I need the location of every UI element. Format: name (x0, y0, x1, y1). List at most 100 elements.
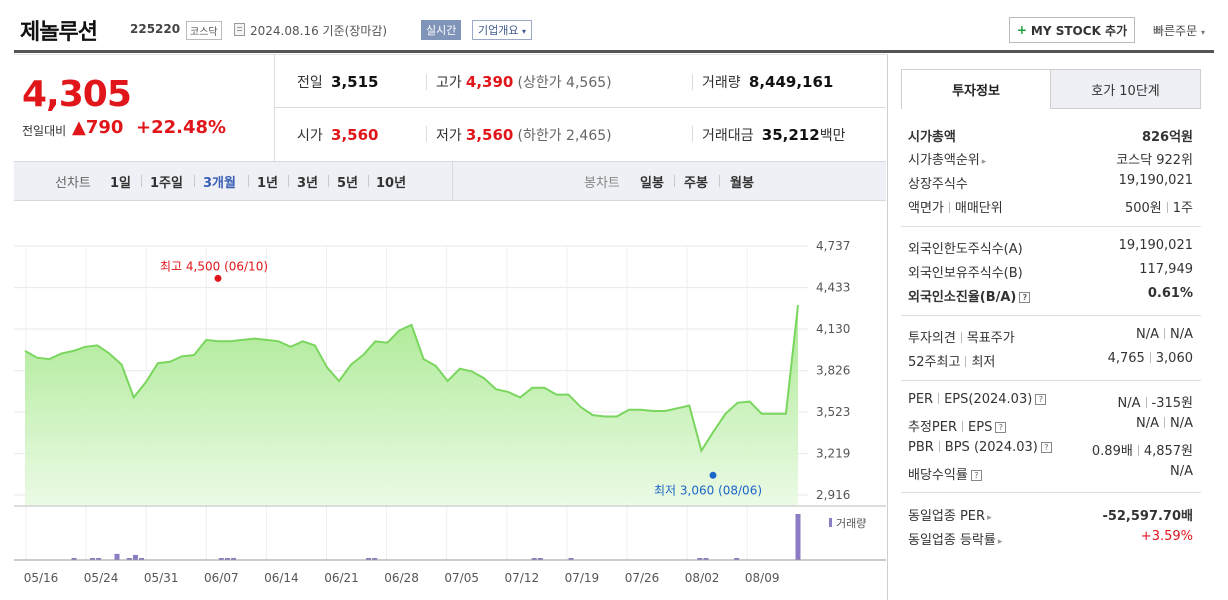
tab-quote-10[interactable]: 호가 10단계 (1050, 69, 1201, 109)
volume-bar (218, 558, 224, 560)
volume-bar (231, 557, 237, 560)
stock-code: 225220 (130, 22, 181, 36)
candle-daily[interactable]: 일봉 (640, 176, 664, 191)
volume-bar (139, 558, 145, 560)
divider (692, 126, 693, 142)
per-row: PER EPS(2024.03)? N/A -315원 (908, 392, 1193, 411)
period-10y[interactable]: 10년 (376, 176, 407, 191)
divider (887, 54, 888, 600)
high-label: 최고 4,500 (06/10) (160, 259, 268, 273)
realtime-button[interactable]: 실시간 (421, 20, 462, 40)
volume-bar (132, 554, 138, 560)
industry-per-row[interactable]: 동일업종 PER ▸ -52,597.70배 (908, 509, 1193, 524)
x-tick-label: 07/12 (505, 571, 540, 585)
volume-bar (568, 558, 574, 560)
volume-bar (71, 558, 77, 560)
volume-bar (224, 558, 230, 560)
divider (901, 492, 1201, 493)
shares-row: 상장주식수 19,190,021 (908, 173, 1193, 192)
y-tick-label: 2,916 (816, 488, 850, 502)
quote-open: 시가 3,560 (297, 126, 379, 144)
volume-bar (703, 558, 709, 560)
period-1d[interactable]: 1일 (110, 176, 132, 191)
period-bar (14, 161, 886, 201)
week52-row: 52주최고 최저 4,765 3,060 (908, 351, 1193, 370)
divider (426, 126, 427, 142)
help-icon[interactable]: ? (1035, 394, 1047, 405)
x-tick-label: 05/16 (24, 571, 59, 585)
candle-monthly[interactable]: 월봉 (730, 176, 754, 191)
quick-order-dropdown[interactable]: 빠른주문 ▾ (1153, 24, 1206, 38)
divider (328, 175, 329, 187)
document-icon (234, 23, 245, 36)
volume-bar (734, 558, 740, 560)
y-tick-label: 3,219 (816, 447, 850, 461)
volume-bar (89, 558, 95, 560)
volume-legend-swatch (829, 518, 832, 527)
x-tick-label: 07/05 (444, 571, 479, 585)
help-icon[interactable]: ? (1040, 442, 1052, 453)
quote-low: 저가 3,560 (하한가 2,465) (436, 126, 612, 144)
divider (901, 380, 1201, 381)
pbr-row: PBR BPS (2024.03)? 0.89배 4,857원 (908, 440, 1193, 459)
divider (901, 315, 1201, 316)
foreign-hold-row: 외국인보유주식수(B) 117,949 (908, 262, 1193, 281)
price-chart[interactable]: 4,737 4,433 4,130 3,826 3,523 3,219 2,916 최고 4… (14, 208, 886, 598)
candle-weekly[interactable]: 주봉 (684, 176, 708, 191)
par-row: 액면가 매매단위 500원 1주 (908, 201, 1193, 216)
header-divider (14, 50, 1214, 53)
help-icon[interactable]: ? (970, 470, 982, 481)
period-1w[interactable]: 1주일 (150, 176, 183, 191)
volume-bar (372, 558, 378, 560)
volume-bar (697, 558, 703, 560)
period-1y[interactable]: 1년 (257, 176, 279, 191)
divider (141, 175, 142, 187)
y-tick-label: 4,433 (816, 281, 850, 295)
x-axis-labels: 05/16 05/24 05/31 06/07 06/14 06/21 06/28 07/05… (24, 571, 780, 585)
candle-chart-label: 봉차트 (584, 176, 620, 191)
period-3m[interactable]: 3개월 (203, 176, 236, 191)
divider (368, 175, 369, 187)
period-5y[interactable]: 5년 (337, 176, 359, 191)
rank-row[interactable]: 시가총액순위 ▸ 코스닥 922위 (908, 153, 1193, 168)
help-icon[interactable]: ? (995, 422, 1007, 433)
industry-rate-row[interactable]: 동일업종 등락률 ▸ +3.59% (908, 529, 1193, 548)
x-tick-label: 05/24 (84, 571, 119, 585)
divider (719, 175, 720, 187)
volume-bar (366, 558, 372, 560)
market-badge: 코스닥 (186, 21, 222, 40)
volume-bar (795, 514, 801, 560)
x-tick-label: 06/07 (204, 571, 239, 585)
period-3y[interactable]: 3년 (297, 176, 319, 191)
quote-high: 고가 4,390 (상한가 4,565) (436, 73, 612, 91)
divider (274, 107, 886, 108)
divider (14, 54, 886, 55)
divider (426, 74, 427, 90)
foreign-limit-row: 외국인한도주식수(A) 19,190,021 (908, 238, 1193, 257)
company-info-dropdown[interactable]: 기업개요 ▾ (472, 20, 532, 40)
y-tick-label: 3,523 (816, 405, 850, 419)
divider (452, 162, 453, 200)
volume-legend: 거래량 (836, 517, 866, 530)
price-line (24, 304, 799, 454)
quote-prev: 전일 3,515 (297, 73, 379, 91)
volume-bar (531, 558, 537, 560)
x-tick-label: 06/14 (264, 571, 299, 585)
low-marker (709, 471, 717, 479)
price-rate: +22.48% (136, 117, 227, 138)
est-per-row: 추정PER EPS? N/A N/A (908, 416, 1193, 435)
high-marker (214, 274, 222, 282)
price-area (25, 305, 798, 505)
tab-invest-info[interactable]: 투자정보 (901, 69, 1051, 109)
divider (692, 74, 693, 90)
divider (194, 175, 195, 187)
x-tick-label: 07/26 (625, 571, 660, 585)
x-tick-label: 07/19 (565, 571, 600, 585)
up-arrow-icon: ▲ (72, 117, 86, 138)
help-icon[interactable]: ? (1019, 292, 1031, 303)
x-tick-label: 05/31 (144, 571, 179, 585)
x-tick-label: 06/28 (384, 571, 419, 585)
divider (901, 226, 1201, 227)
y-tick-label: 4,130 (816, 322, 850, 336)
add-mystock-button[interactable]: + MY STOCK 추가 (1009, 17, 1135, 43)
